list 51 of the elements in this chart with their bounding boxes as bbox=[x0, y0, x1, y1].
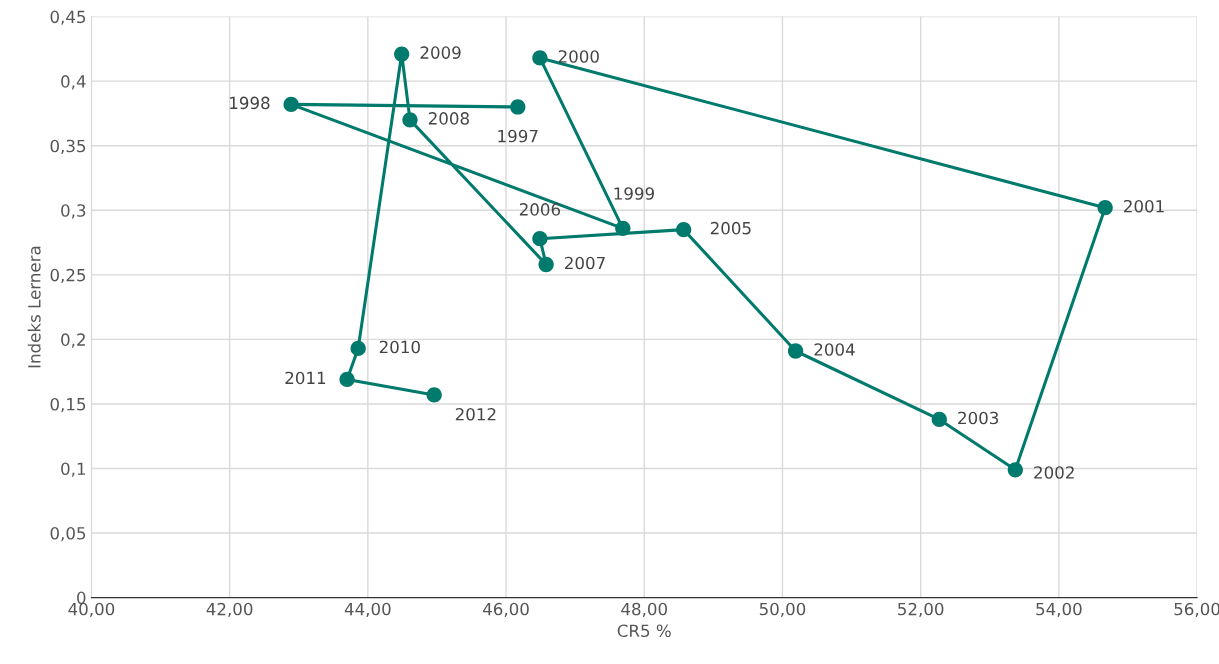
y-axis-title: Indeks Lernera bbox=[27, 246, 41, 368]
x-tick-label: 46,00 bbox=[483, 602, 529, 618]
point bbox=[283, 96, 299, 113]
annotation: 2001 bbox=[1124, 199, 1164, 213]
y-tick-label: 0,3 bbox=[61, 204, 86, 219]
x-axis-title: CR5 % bbox=[617, 624, 671, 638]
annotation: 2004 bbox=[814, 343, 855, 356]
point bbox=[426, 387, 442, 403]
annotation: 2012 bbox=[455, 407, 496, 421]
point bbox=[538, 256, 554, 273]
point bbox=[615, 220, 631, 236]
annotation: 2008 bbox=[428, 112, 469, 125]
y-tick-label: 0,2 bbox=[61, 333, 85, 348]
point bbox=[402, 112, 418, 128]
annotation: 1999 bbox=[614, 187, 654, 200]
x-tick-label: 50,00 bbox=[759, 602, 806, 618]
annotation: 2000 bbox=[558, 50, 599, 63]
annotation: 2010 bbox=[379, 340, 420, 354]
y-tick-label: 0,35 bbox=[50, 139, 86, 154]
x-tick-label: 56,00 bbox=[1174, 602, 1219, 618]
point bbox=[1007, 462, 1023, 478]
x-tick-label: 44,00 bbox=[344, 602, 391, 618]
annotation: 1997 bbox=[498, 129, 538, 143]
point bbox=[1097, 200, 1113, 216]
y-tick-label: 0,25 bbox=[50, 268, 86, 284]
annotation: 2002 bbox=[1034, 466, 1074, 479]
x-tick-label: 52,00 bbox=[898, 602, 944, 618]
annotation: 1998 bbox=[230, 96, 270, 110]
point bbox=[532, 231, 548, 247]
annotation: 2009 bbox=[420, 46, 461, 59]
y-tick-label: 0,05 bbox=[50, 527, 86, 542]
point bbox=[350, 340, 366, 357]
x-tick-label: 48,00 bbox=[621, 602, 667, 618]
y-tick-label: 0,45 bbox=[50, 10, 86, 25]
point bbox=[339, 371, 355, 388]
y-tick-label: 0,15 bbox=[50, 397, 86, 413]
annotation: 2003 bbox=[958, 411, 999, 425]
annotation: 2006 bbox=[519, 203, 561, 216]
x-tick-label: 54,00 bbox=[1036, 602, 1082, 618]
point bbox=[931, 411, 947, 428]
point bbox=[675, 221, 692, 238]
annotation: 2005 bbox=[710, 221, 751, 235]
point bbox=[510, 99, 526, 115]
annotation: 2011 bbox=[285, 371, 326, 385]
y-tick-label: 0,1 bbox=[61, 462, 86, 477]
x-tick-label: 42,00 bbox=[206, 602, 253, 618]
y-tick-label: 0,4 bbox=[61, 75, 86, 90]
annotation: 2007 bbox=[565, 256, 605, 270]
point bbox=[394, 46, 410, 62]
point bbox=[787, 343, 804, 359]
point bbox=[532, 50, 548, 66]
